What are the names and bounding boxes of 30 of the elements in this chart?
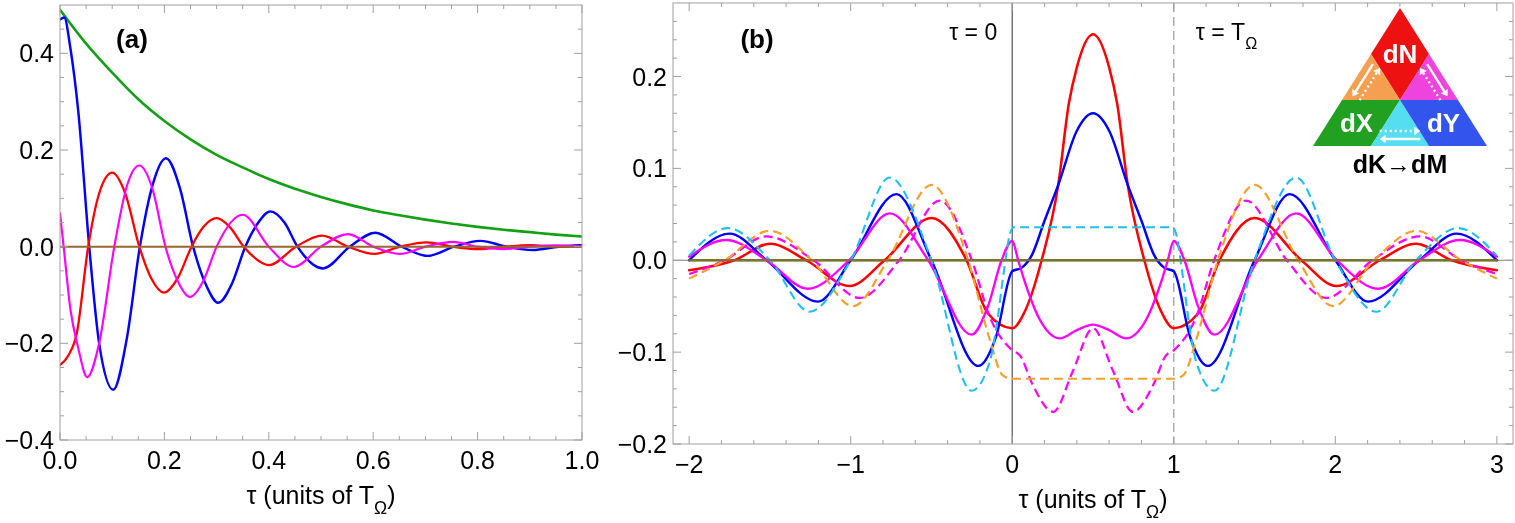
ref-line-label: τ = 0 [949,19,998,45]
x-axis-title: τ (units of T$_{Ω}$) [246,481,396,518]
x-tick-label: 2 [1328,450,1343,478]
y-tick-label: −0.2 [4,329,54,358]
x-axis-title: τ (units of T$_{Ω}$) [1018,485,1168,522]
y-tick-label: 0.2 [19,136,54,164]
x-tick-label: −2 [674,450,704,478]
x-tick-label: 0.4 [251,446,287,474]
annotation: dX [1339,108,1374,138]
y-tick-label: 0.4 [19,39,55,68]
y-tick-label: −0.1 [617,338,667,367]
y-tick-label: 0.0 [632,246,667,275]
y-tick-label: −0.2 [617,430,667,458]
x-tick-label: 3 [1489,450,1504,478]
x-tick-label: 0.8 [460,446,495,474]
annotation: dK→dM [1352,150,1448,178]
y-tick-label: 0.0 [19,232,54,261]
x-tick-label: 0.6 [355,446,391,474]
x-tick-label: 0.2 [147,446,182,474]
text: (b) [740,24,774,54]
x-tick-label: 0 [1005,450,1020,478]
x-tick-label: 1.0 [564,446,600,474]
annotation: dY [1426,108,1461,138]
ref-line-label: τ = T$_{Ω}$ [1195,19,1258,52]
text: (a) [116,24,148,54]
y-tick-label: 0.2 [632,62,667,91]
annotation: dN [1382,39,1418,69]
y-tick-label: 0.1 [632,154,667,183]
x-tick-label: −1 [836,450,865,478]
x-tick-label: 1 [1166,450,1181,478]
